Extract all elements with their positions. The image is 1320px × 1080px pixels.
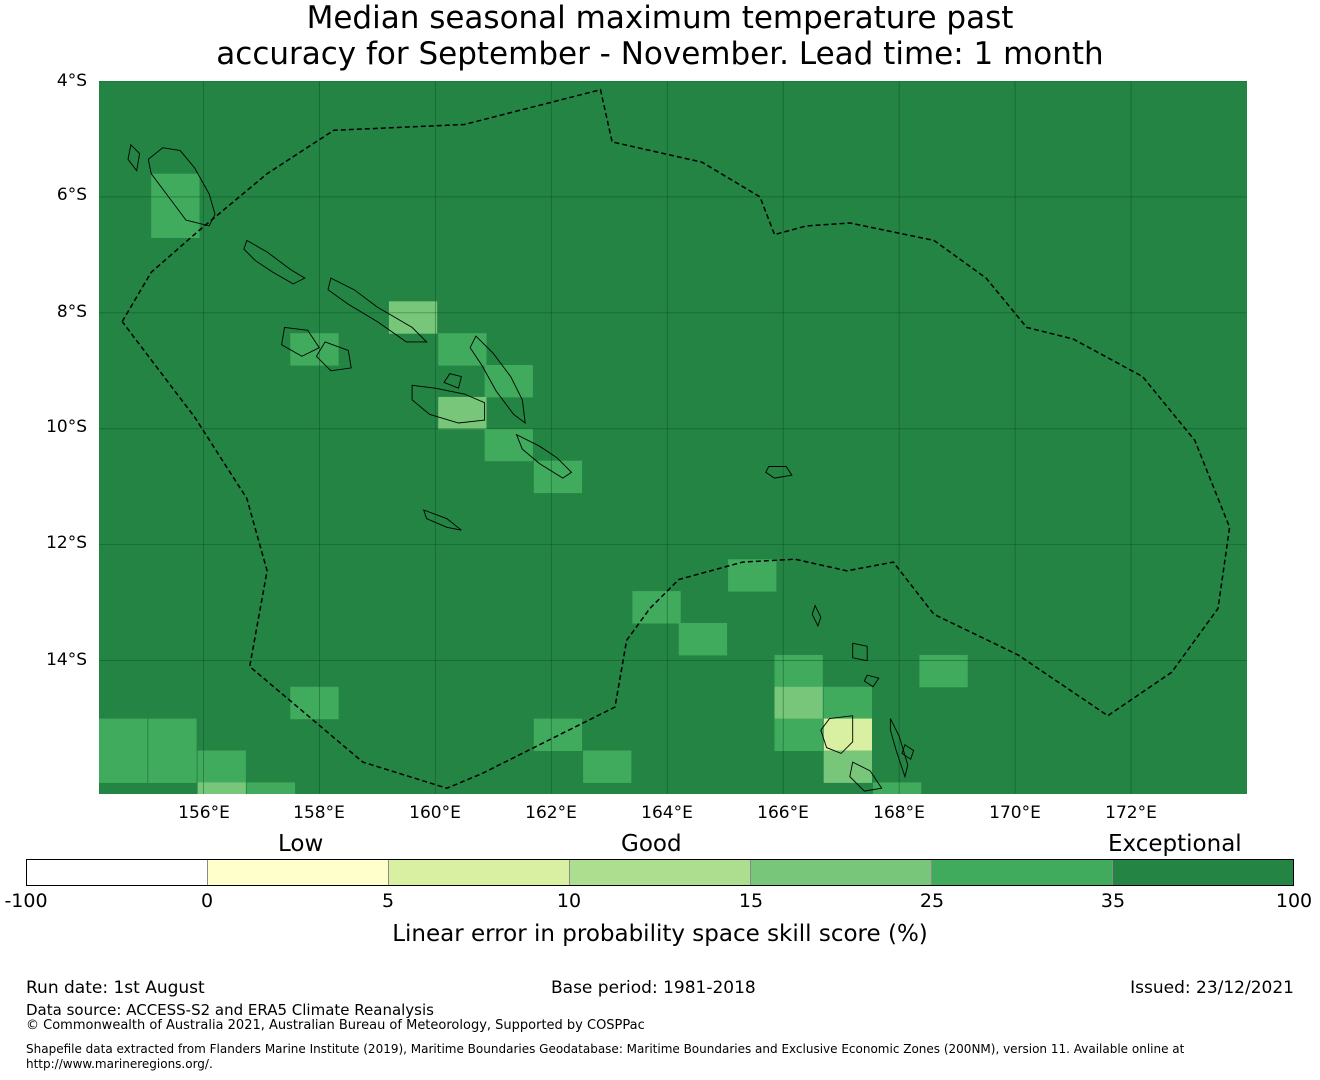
island-coastline xyxy=(243,239,306,285)
legend-category-exceptional: Exceptional xyxy=(1108,831,1242,857)
island-coastline xyxy=(327,277,428,343)
colorbar-segment-35-100 xyxy=(1113,860,1293,885)
skill-cell xyxy=(678,623,728,656)
colorbar-tick-0: 0 xyxy=(200,890,214,912)
lon-label-170e: 170°E xyxy=(989,803,1041,823)
island-coastline xyxy=(411,384,486,424)
lat-label-10s: 10°S xyxy=(46,417,87,437)
skill-cell xyxy=(484,428,533,462)
colorbar-tick-5: 5 xyxy=(381,890,395,912)
lat-label-14s: 14°S xyxy=(46,650,87,670)
skill-cell xyxy=(823,686,872,720)
colorbar-tick-neg100: -100 xyxy=(4,890,48,912)
colorbar-title: Linear error in probability space skill … xyxy=(392,921,928,947)
skill-cell xyxy=(290,686,339,720)
skill-cell xyxy=(632,591,681,624)
colorbar-segment-15-25 xyxy=(751,860,932,885)
lat-label-6s: 6°S xyxy=(56,185,87,205)
issued-date: Issued: 23/12/2021 xyxy=(1130,978,1294,998)
lon-label-172e: 172°E xyxy=(1105,803,1157,823)
island-coastline xyxy=(765,466,793,479)
legend-category-good: Good xyxy=(621,831,682,857)
skill-cell xyxy=(148,750,197,783)
lat-label-12s: 12°S xyxy=(46,533,87,553)
island-coastline xyxy=(901,743,915,760)
skill-cell xyxy=(148,718,197,751)
skill-cell xyxy=(246,782,296,794)
island-coastline xyxy=(849,761,883,792)
skill-cell xyxy=(533,460,583,494)
eez-boundary xyxy=(121,88,1231,789)
map-title-line-1: Median seasonal maximum temperature past xyxy=(306,0,1014,36)
legend-colorbar xyxy=(26,859,1294,886)
data-source: Data source: ACCESS-S2 and ERA5 Climate … xyxy=(26,1001,434,1019)
island-coastline xyxy=(147,147,216,227)
lon-label-160e: 160°E xyxy=(409,803,461,823)
island-coastline xyxy=(889,718,909,779)
colorbar-segment-neg100-0 xyxy=(27,860,208,885)
skill-cell xyxy=(774,654,823,688)
map-background xyxy=(99,81,1247,794)
skill-cell xyxy=(533,718,583,751)
island-coastline xyxy=(422,509,462,531)
skill-cell xyxy=(151,173,200,207)
base-period: Base period: 1981-2018 xyxy=(551,978,756,998)
shapefile-credit-line-1: Shapefile data extracted from Flanders M… xyxy=(26,1042,1185,1056)
island-coastline xyxy=(515,433,573,479)
skill-cell xyxy=(774,686,823,720)
skill-cell xyxy=(438,396,487,430)
island-coastline xyxy=(281,326,320,357)
skill-cell xyxy=(873,782,922,794)
lon-label-162e: 162°E xyxy=(525,803,577,823)
lon-label-158e: 158°E xyxy=(293,803,345,823)
colorbar-segment-5-10 xyxy=(389,860,570,885)
skill-cell xyxy=(99,718,148,751)
skill-map-canvas xyxy=(99,81,1247,794)
skill-cell xyxy=(99,750,148,783)
lon-label-156e: 156°E xyxy=(178,803,230,823)
lon-label-166e: 166°E xyxy=(757,803,809,823)
island-coastline xyxy=(811,604,822,628)
colorbar-segment-10-15 xyxy=(570,860,751,885)
skill-cell xyxy=(197,750,246,783)
island-coastline xyxy=(315,341,352,372)
island-coastline xyxy=(443,373,462,389)
island-coastline xyxy=(820,715,854,754)
colorbar-segment-0-5 xyxy=(208,860,389,885)
colorbar-tick-25: 25 xyxy=(919,890,945,912)
skill-cell xyxy=(919,654,968,688)
legend-category-low: Low xyxy=(278,831,324,857)
colorbar-tick-100: 100 xyxy=(1275,890,1313,912)
map-title-line-2: accuracy for September - November. Lead … xyxy=(216,36,1104,72)
shapefile-credit-line-2: http://www.marineregions.org/. xyxy=(26,1057,213,1071)
lat-label-4s: 4°S xyxy=(56,71,87,91)
colorbar-tick-35: 35 xyxy=(1100,890,1126,912)
skill-cell xyxy=(484,365,533,398)
skill-cell xyxy=(197,782,246,794)
colorbar-segment-25-35 xyxy=(932,860,1113,885)
lon-label-164e: 164°E xyxy=(641,803,693,823)
skill-cell xyxy=(774,718,823,751)
lon-label-168e: 168°E xyxy=(873,803,925,823)
run-date: Run date: 1st August xyxy=(26,978,205,998)
island-coastline xyxy=(469,335,526,424)
colorbar-tick-10: 10 xyxy=(556,890,582,912)
skill-cell xyxy=(290,333,339,366)
lat-label-8s: 8°S xyxy=(56,302,87,322)
island-coastline xyxy=(852,642,868,662)
island-coastline xyxy=(863,674,880,688)
colorbar-tick-15: 15 xyxy=(738,890,764,912)
skill-map[interactable] xyxy=(99,81,1247,794)
skill-cell xyxy=(823,750,872,783)
skill-cell xyxy=(823,718,872,751)
skill-cell xyxy=(583,750,632,783)
copyright-notice: © Commonwealth of Australia 2021, Austra… xyxy=(26,1018,645,1033)
island-coastline xyxy=(127,143,141,172)
